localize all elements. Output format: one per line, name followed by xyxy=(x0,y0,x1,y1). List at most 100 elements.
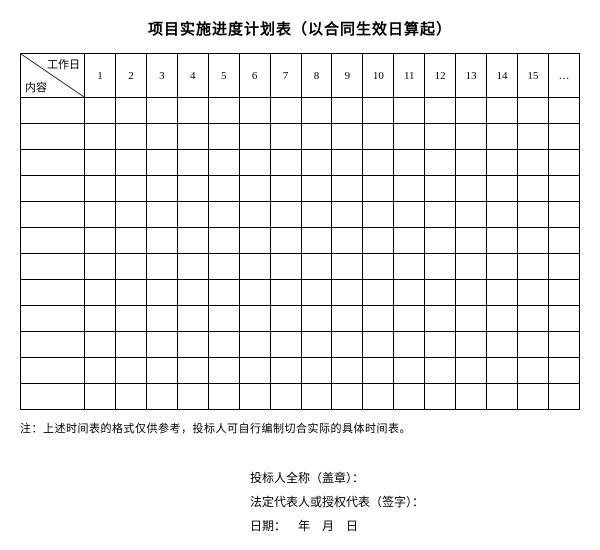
schedule-cell xyxy=(363,280,394,306)
schedule-cell xyxy=(85,332,116,358)
schedule-cell xyxy=(239,124,270,150)
schedule-cell xyxy=(208,98,239,124)
schedule-cell xyxy=(208,176,239,202)
schedule-cell xyxy=(239,332,270,358)
signature-date: 日期： 年 月 日 xyxy=(250,514,580,538)
schedule-cell xyxy=(548,384,579,410)
schedule-cell xyxy=(425,98,456,124)
schedule-cell xyxy=(177,280,208,306)
schedule-cell xyxy=(363,306,394,332)
schedule-cell xyxy=(146,280,177,306)
schedule-cell xyxy=(332,228,363,254)
schedule-cell xyxy=(425,306,456,332)
schedule-cell xyxy=(270,358,301,384)
table-row xyxy=(21,176,580,202)
schedule-cell xyxy=(208,124,239,150)
page-title: 项目实施进度计划表（以合同生效日算起） xyxy=(20,18,580,39)
schedule-cell xyxy=(394,280,425,306)
schedule-cell xyxy=(146,332,177,358)
table-row xyxy=(21,228,580,254)
schedule-cell xyxy=(85,280,116,306)
schedule-cell xyxy=(332,332,363,358)
content-cell xyxy=(21,358,85,384)
schedule-cell xyxy=(332,124,363,150)
schedule-cell xyxy=(239,228,270,254)
schedule-cell xyxy=(146,306,177,332)
schedule-cell xyxy=(487,150,518,176)
schedule-cell xyxy=(115,150,146,176)
signature-legal-rep: 法定代表人或授权代表（签字）： xyxy=(250,490,580,514)
header-day-6: 6 xyxy=(239,54,270,98)
schedule-cell xyxy=(177,228,208,254)
table-row xyxy=(21,306,580,332)
schedule-cell xyxy=(177,358,208,384)
schedule-cell xyxy=(517,254,548,280)
schedule-cell xyxy=(425,358,456,384)
schedule-cell xyxy=(301,176,332,202)
schedule-cell xyxy=(517,98,548,124)
content-cell xyxy=(21,98,85,124)
footnote: 注：上述时间表的格式仅供参考，投标人可自行编制切合实际的具体时间表。 xyxy=(20,420,580,436)
content-cell xyxy=(21,150,85,176)
schedule-cell xyxy=(270,150,301,176)
schedule-cell xyxy=(394,150,425,176)
schedule-cell xyxy=(301,332,332,358)
schedule-cell xyxy=(85,358,116,384)
schedule-cell xyxy=(177,202,208,228)
header-day-14: 14 xyxy=(487,54,518,98)
schedule-cell xyxy=(301,306,332,332)
table-row xyxy=(21,202,580,228)
schedule-cell xyxy=(332,98,363,124)
table-row xyxy=(21,150,580,176)
schedule-cell xyxy=(517,202,548,228)
schedule-cell xyxy=(548,358,579,384)
schedule-cell xyxy=(115,98,146,124)
content-cell xyxy=(21,332,85,358)
schedule-cell xyxy=(146,358,177,384)
schedule-cell xyxy=(487,332,518,358)
header-workday-label: 工作日 xyxy=(47,56,80,72)
content-cell xyxy=(21,280,85,306)
schedule-cell xyxy=(270,332,301,358)
schedule-cell xyxy=(208,280,239,306)
schedule-cell xyxy=(85,150,116,176)
schedule-cell xyxy=(208,306,239,332)
schedule-cell xyxy=(425,124,456,150)
schedule-cell xyxy=(208,202,239,228)
schedule-cell xyxy=(177,332,208,358)
schedule-cell xyxy=(487,228,518,254)
schedule-table: 工作日 内容 123456789101112131415… xyxy=(20,53,580,410)
schedule-cell xyxy=(363,332,394,358)
header-day-4: 4 xyxy=(177,54,208,98)
schedule-cell xyxy=(301,202,332,228)
header-day-7: 7 xyxy=(270,54,301,98)
schedule-cell xyxy=(363,176,394,202)
schedule-cell xyxy=(425,254,456,280)
schedule-cell xyxy=(363,254,394,280)
schedule-cell xyxy=(456,150,487,176)
schedule-cell xyxy=(177,98,208,124)
schedule-cell xyxy=(487,384,518,410)
table-row xyxy=(21,358,580,384)
schedule-cell xyxy=(425,280,456,306)
table-row xyxy=(21,124,580,150)
schedule-cell xyxy=(548,280,579,306)
schedule-cell xyxy=(517,384,548,410)
schedule-cell xyxy=(115,358,146,384)
schedule-cell xyxy=(517,228,548,254)
table-row xyxy=(21,280,580,306)
schedule-cell xyxy=(239,254,270,280)
schedule-cell xyxy=(85,98,116,124)
header-day-15: 15 xyxy=(517,54,548,98)
schedule-cell xyxy=(487,202,518,228)
schedule-cell xyxy=(425,202,456,228)
content-cell xyxy=(21,306,85,332)
schedule-cell xyxy=(208,150,239,176)
schedule-cell xyxy=(146,254,177,280)
schedule-cell xyxy=(487,124,518,150)
schedule-cell xyxy=(239,98,270,124)
schedule-cell xyxy=(363,124,394,150)
schedule-cell xyxy=(85,228,116,254)
schedule-cell xyxy=(456,202,487,228)
schedule-cell xyxy=(177,306,208,332)
